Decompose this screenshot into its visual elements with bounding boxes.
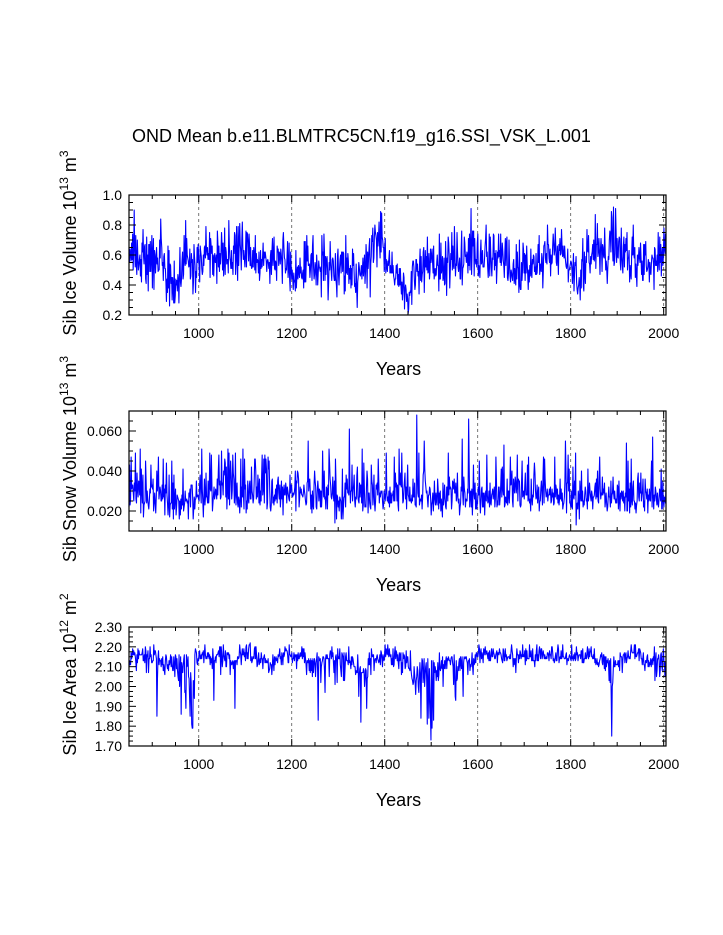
y-tick-label: 2.10 bbox=[95, 659, 122, 675]
series-line bbox=[128, 642, 667, 741]
y-tick-label: 0.020 bbox=[87, 503, 122, 519]
chart-panel-2: 1000 1200 1400 1600 1800 2000 0.020 0.040 0.060 Y… bbox=[57, 356, 679, 595]
chart-panel-1: 1000 1200 1400 1600 1800 2000 0.2 0.4 0.6 0.8 1.0 Y… bbox=[57, 150, 679, 379]
y-tick-label: 0.060 bbox=[87, 423, 122, 439]
y-tick-label: 0.4 bbox=[103, 277, 123, 293]
x-tick-label: 2000 bbox=[648, 756, 679, 772]
y-tick-label: 2.30 bbox=[95, 619, 122, 635]
x-tick-label: 1600 bbox=[462, 756, 493, 772]
chart-panel-3: 1000 1200 1400 1600 1800 2000 1.70 1.80 1.90 2.00… bbox=[57, 593, 679, 810]
y-axis-label: Sib Ice Area 1012 m2 bbox=[57, 593, 80, 755]
x-tick-label: 1000 bbox=[183, 756, 214, 772]
x-tick-label: 1800 bbox=[555, 541, 586, 557]
x-tick-label: 1000 bbox=[183, 541, 214, 557]
y-tick-label: 0.2 bbox=[103, 307, 123, 323]
y-tick-label: 1.90 bbox=[95, 698, 122, 714]
x-axis-label: Years bbox=[376, 575, 421, 595]
x-tick-label: 2000 bbox=[648, 541, 679, 557]
x-tick-label: 1200 bbox=[276, 756, 307, 772]
y-tick-label: 0.040 bbox=[87, 463, 122, 479]
series-line bbox=[128, 414, 667, 526]
y-tick-label: 0.6 bbox=[103, 247, 123, 263]
y-tick-label: 2.20 bbox=[95, 639, 122, 655]
x-tick-label: 2000 bbox=[648, 325, 679, 341]
y-tick-label: 1.70 bbox=[95, 738, 122, 754]
series-line bbox=[128, 206, 667, 315]
y-tick-label: 1.0 bbox=[103, 187, 123, 203]
y-tick-label: 1.80 bbox=[95, 718, 122, 734]
x-tick-label: 1200 bbox=[276, 325, 307, 341]
y-axis-label: Sib Ice Volume 1013 m3 bbox=[57, 150, 80, 335]
y-tick-label: 2.00 bbox=[95, 679, 122, 695]
x-tick-label: 1600 bbox=[462, 325, 493, 341]
x-tick-label: 1800 bbox=[555, 756, 586, 772]
x-tick-label: 1400 bbox=[369, 756, 400, 772]
y-tick-label: 0.8 bbox=[103, 217, 123, 233]
plot-frame bbox=[128, 626, 667, 747]
chart-title: OND Mean b.e11.BLMTRC5CN.f19_g16.SSI_VSK… bbox=[132, 126, 591, 146]
y-axis-label: Sib Snow Volume 1013 m3 bbox=[57, 356, 80, 562]
x-tick-label: 1400 bbox=[369, 541, 400, 557]
x-tick-label: 1600 bbox=[462, 541, 493, 557]
x-tick-label: 1800 bbox=[555, 325, 586, 341]
x-tick-label: 1000 bbox=[183, 325, 214, 341]
x-tick-label: 1200 bbox=[276, 541, 307, 557]
x-axis-label: Years bbox=[376, 790, 421, 810]
x-tick-label: 1400 bbox=[369, 325, 400, 341]
x-axis-label: Years bbox=[376, 359, 421, 379]
